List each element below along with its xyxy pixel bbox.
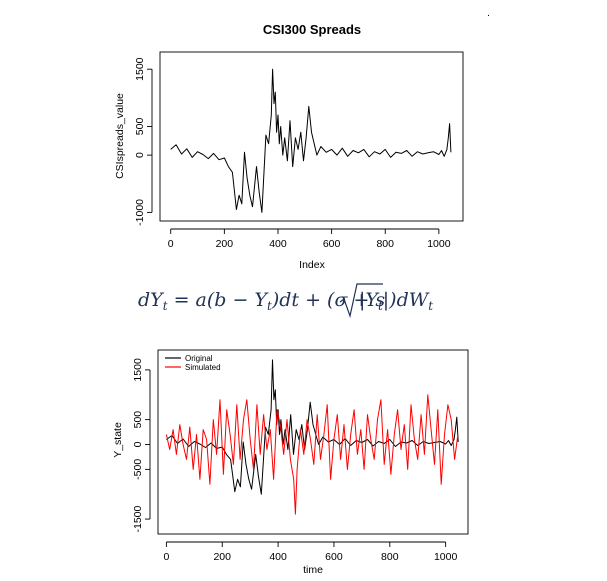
stray-mark: . <box>487 7 490 19</box>
chart-bottom-y-tick-label: -500 <box>132 459 144 480</box>
chart-bottom-series-group <box>165 359 459 515</box>
chart-bottom-x-axis: 0 200 400 600 800 1000 <box>163 541 458 563</box>
eq-part-a: = a(b − Y <box>168 289 270 311</box>
chart-top-y-tick-label: 0 <box>134 152 146 158</box>
sqrt-sign <box>339 283 383 319</box>
chart-bottom-y-tick-label: 500 <box>132 411 144 429</box>
chart-top-x-label: Index <box>299 259 325 271</box>
chart-bottom-y-label: Y_state <box>112 422 124 458</box>
chart-top-y-axis: -1000 0 500 1500 <box>134 57 153 226</box>
chart-top-x-tick-label: 200 <box>216 238 234 250</box>
chart-bottom-y-axis: -1500 -500 0 500 1500 <box>132 358 151 533</box>
chart-bottom-series-simulated-line <box>165 394 459 515</box>
sde-equation: dYt = a(b − Yt)dt + (σ + s |Yt|)dWt <box>138 283 433 319</box>
legend-label-original: Original <box>185 354 213 363</box>
eq-abs-Y: |Y <box>359 289 380 311</box>
legend-label-simulated: Simulated <box>185 363 221 372</box>
chart-top-y-tick-label: 1500 <box>134 57 146 81</box>
chart-bottom-x-label: time <box>303 564 323 576</box>
chart-bottom-x-tick-label: 200 <box>213 551 231 563</box>
sde-equation-tail: |Yt|)dWt <box>359 289 433 313</box>
chart-top-plot-frame <box>159 51 464 222</box>
chart-top: CSI300 Spreads 0 200 400 600 800 1000 -1000 0 5… <box>114 22 464 271</box>
chart-bottom-x-tick-label: 0 <box>163 551 169 563</box>
eq-sub-t1: t <box>163 299 168 313</box>
chart-top-x-tick-label: 0 <box>168 238 174 250</box>
chart-top-x-axis: 0 200 400 600 800 1000 <box>168 228 451 250</box>
chart-bottom-x-tick-label: 1000 <box>434 551 458 563</box>
chart-bottom-legend: Original Simulated <box>165 354 221 372</box>
chart-bottom-x-tick-label: 800 <box>381 551 399 563</box>
eq-part-b: )dt + (σ + s <box>271 289 386 311</box>
eq-sub-t2: t <box>267 299 272 313</box>
chart-bottom-x-tick-label: 600 <box>325 551 343 563</box>
chart-top-y-tick-label: -1000 <box>134 199 146 226</box>
chart-top-x-tick-label: 600 <box>323 238 341 250</box>
chart-bottom: 0 200 400 600 800 1000 -1500 -500 0 500 1500 time… <box>112 349 469 576</box>
chart-top-series-0-line <box>170 68 452 213</box>
chart-top-x-tick-label: 400 <box>269 238 287 250</box>
chart-top-title: CSI300 Spreads <box>263 22 361 37</box>
sde-equation-text: dYt = a(b − Yt)dt + (σ + s <box>138 289 385 313</box>
eq-sub-t4: t <box>428 299 433 313</box>
chart-top-x-tick-label: 800 <box>376 238 394 250</box>
eq-abs-close: |)dW <box>383 289 430 311</box>
chart-bottom-y-tick-label: 0 <box>132 441 144 447</box>
chart-bottom-plot-frame <box>157 349 469 535</box>
chart-top-y-tick-label: 500 <box>134 118 146 136</box>
chart-bottom-y-tick-label: 1500 <box>132 358 144 382</box>
eq-sub-t3: t <box>378 299 383 313</box>
chart-top-y-label: CSIspreads_value <box>114 93 126 179</box>
chart-top-series-group <box>170 68 452 213</box>
chart-top-x-tick-label: 1000 <box>427 238 451 250</box>
eq-dY: dY <box>138 289 165 311</box>
chart-bottom-y-tick-label: -1500 <box>132 505 144 532</box>
chart-bottom-x-tick-label: 400 <box>269 551 287 563</box>
